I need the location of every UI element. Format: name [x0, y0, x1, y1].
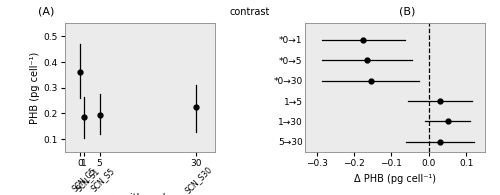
Y-axis label: PHB (pg cell⁻¹): PHB (pg cell⁻¹) — [30, 52, 40, 124]
Text: SCN_S30: SCN_S30 — [184, 164, 214, 195]
Text: SCN_S5: SCN_S5 — [89, 166, 117, 193]
Text: SCN_S1: SCN_S1 — [74, 166, 101, 193]
Text: (A): (A) — [38, 7, 54, 17]
Text: SCN_C5: SCN_C5 — [70, 166, 97, 193]
X-axis label: years with soybean: years with soybean — [92, 193, 188, 195]
Text: contrast: contrast — [230, 7, 270, 17]
X-axis label: Δ PHB (pg cell⁻¹): Δ PHB (pg cell⁻¹) — [354, 174, 436, 184]
Text: (B): (B) — [399, 7, 415, 17]
